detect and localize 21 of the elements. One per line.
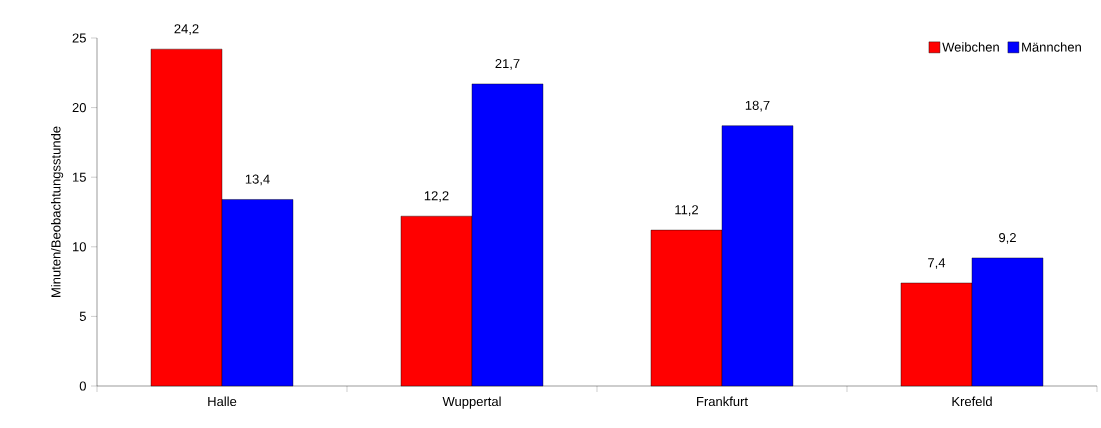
x-tick-label: Frankfurt	[697, 396, 748, 407]
y-axis-title: Minuten/Beobachtungsstunde	[51, 126, 64, 297]
data-label: 13,4	[245, 174, 270, 186]
x-tick-label: Wuppertal	[442, 396, 501, 409]
legend-label: Männchen	[1022, 42, 1081, 52]
y-tick-label: 10	[72, 242, 86, 252]
y-tick-label: 0	[79, 381, 86, 391]
y-tick-label: 15	[72, 172, 86, 182]
data-label: 18,7	[745, 100, 770, 112]
y-tick-label: 5	[79, 311, 86, 321]
y-tick-label: 20	[72, 102, 86, 113]
data-label: 24,2	[174, 24, 199, 35]
legend-label: Weibchen	[942, 42, 999, 52]
data-label: 21,7	[495, 58, 520, 70]
data-label: 12,2	[424, 191, 449, 202]
data-label: 9,2	[999, 232, 1016, 244]
y-tick-label: 25	[72, 33, 86, 43]
x-tick-label: Halle	[208, 396, 237, 407]
data-label: 11,2	[675, 205, 699, 216]
x-tick-label: Krefeld	[952, 396, 992, 407]
data-label: 7,4	[928, 258, 946, 269]
